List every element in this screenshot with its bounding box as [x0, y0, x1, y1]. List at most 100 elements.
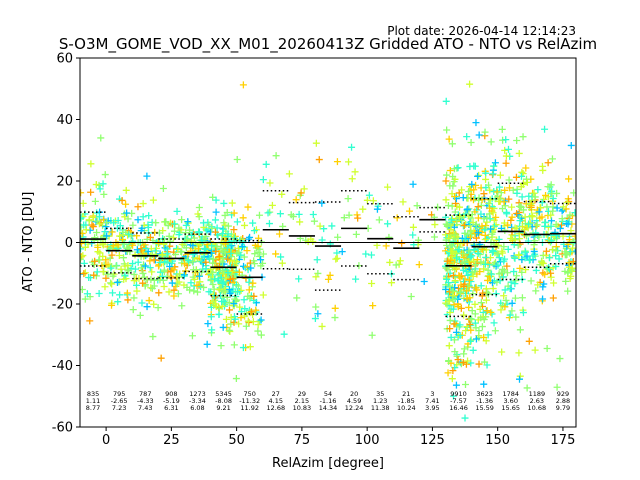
scatter-point [525, 220, 533, 228]
scatter-point [566, 236, 574, 244]
scatter-point [525, 337, 533, 345]
scatter-point [225, 299, 233, 307]
scatter-point [500, 257, 508, 265]
scatter-point [103, 219, 111, 227]
scatter-point [166, 263, 174, 271]
scatter-point [231, 315, 239, 323]
scatter-point [348, 175, 356, 183]
scatter-point [471, 162, 479, 170]
scatter-point [512, 277, 520, 285]
bin-std-label: 3.95 [425, 404, 439, 412]
scatter-point [93, 217, 101, 225]
scatter-point [480, 190, 488, 198]
bin-mean-label: -1.16 [320, 397, 337, 405]
scatter-point [310, 217, 318, 225]
y-tick-label: 60 [56, 52, 73, 67]
scatter-point [517, 172, 525, 180]
scatter-point [83, 290, 91, 298]
scatter-point [163, 273, 171, 281]
scatter-point [257, 256, 265, 264]
scatter-point [459, 250, 467, 258]
scatter-point [527, 277, 535, 285]
scatter-point [501, 286, 509, 294]
scatter-point [463, 206, 471, 214]
scatter-point [443, 171, 451, 179]
scatter-point [129, 221, 137, 229]
scatter-point [254, 321, 262, 329]
scatter-point [478, 222, 486, 230]
bin-count-label: 35 [376, 390, 384, 398]
scatter-point [315, 156, 323, 164]
scatter-point [160, 266, 168, 274]
scatter-point [569, 237, 576, 245]
scatter-point [96, 185, 104, 193]
bin-mean-label: -4.33 [137, 397, 154, 405]
scatter-point [452, 199, 460, 207]
scatter-point [475, 360, 483, 368]
bin-count-label: 750 [243, 390, 255, 398]
scatter-point [407, 292, 415, 300]
scatter-point [186, 226, 194, 234]
scatter-point [89, 223, 97, 231]
bin-mean-label: 1.23 [373, 397, 387, 405]
scatter-point [312, 303, 320, 311]
bin-mean-label: -5.19 [163, 397, 180, 405]
scatter-point [493, 278, 501, 286]
scatter-point [569, 244, 576, 252]
scatter-point [245, 235, 253, 243]
y-tick-label: 40 [56, 113, 73, 128]
scatter-point [182, 229, 190, 237]
scatter-point [447, 247, 455, 255]
scatter-point [225, 306, 233, 314]
scatter-point [561, 248, 569, 256]
scatter-point [130, 294, 138, 302]
scatter-point [136, 311, 144, 319]
bin-mean-label: 4.15 [269, 397, 283, 405]
scatter-point [352, 275, 360, 283]
scatter-point [480, 215, 488, 223]
scatter-point [368, 280, 376, 288]
scatter-point [461, 236, 469, 244]
scatter-point [129, 306, 137, 314]
scatter-point [142, 245, 150, 253]
scatter-point [519, 133, 527, 141]
scatter-point [266, 179, 274, 187]
scatter-point [149, 333, 157, 341]
scatter-point [450, 301, 458, 309]
scatter-point [89, 213, 97, 221]
scatter-point [464, 357, 472, 365]
scatter-point [189, 258, 197, 266]
scatter-point [570, 189, 576, 197]
scatter-point [534, 281, 542, 289]
scatter-point [97, 134, 105, 142]
scatter-point [129, 260, 137, 268]
scatter-point [385, 233, 393, 241]
scatter-point [485, 181, 493, 189]
bin-count-label: 835 [87, 390, 99, 398]
scatter-point [146, 233, 154, 241]
bin-std-label: 7.43 [138, 404, 152, 412]
bin-std-label: 15.59 [475, 404, 494, 412]
bin-mean-label: -1.36 [476, 397, 493, 405]
scatter-point [235, 268, 243, 276]
scatter-point [211, 216, 219, 224]
scatter-point [117, 265, 125, 273]
scatter-point [465, 188, 473, 196]
scatter-point [456, 289, 464, 297]
scatter-point [384, 183, 392, 191]
scatter-point [444, 369, 452, 377]
scatter-point [218, 297, 226, 305]
axis-ticks-layer: 0 25 50 75 100 125 150 175 -60 -40 -20 0 20 40 60 [52, 52, 576, 449]
scatter-point [458, 450, 465, 457]
scatter-point [471, 267, 479, 275]
scatter-point [146, 257, 154, 265]
scatter-point [285, 170, 293, 178]
scatter-point [234, 288, 242, 296]
scatter-point [226, 275, 234, 283]
scatter-point [547, 211, 555, 219]
bin-std-label: 11.92 [240, 404, 259, 412]
scatter-point [507, 235, 515, 243]
scatter-point [217, 259, 225, 267]
scatter-point [472, 324, 480, 332]
scatter-point [532, 287, 540, 295]
